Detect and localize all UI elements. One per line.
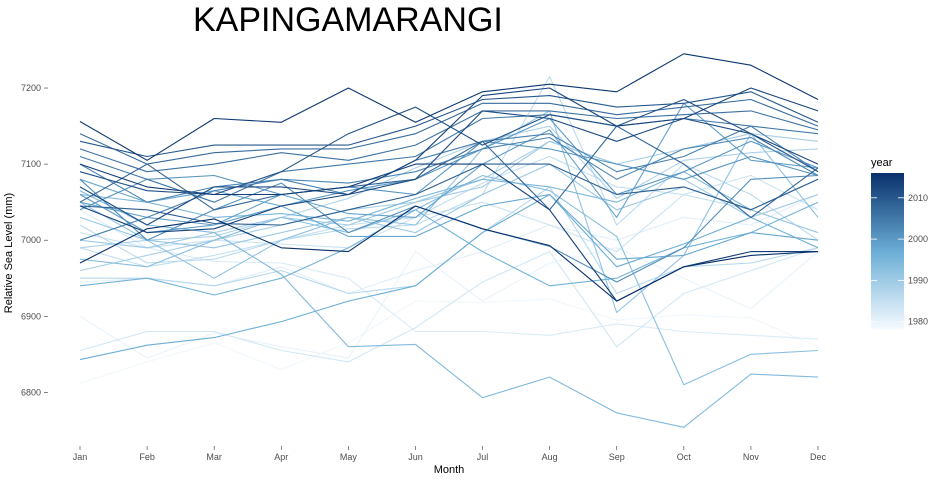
series-line-2004 (79, 125, 819, 241)
series-line-2005 (79, 114, 819, 203)
series-line-2001 (79, 140, 819, 211)
y-tick-label: 7000 (21, 235, 41, 245)
x-tick-label: Apr (274, 452, 288, 462)
series-line-1997 (79, 193, 819, 361)
series-line-1990 (79, 140, 819, 249)
series-line-1988 (79, 125, 819, 249)
x-tick-label: Jun (408, 452, 423, 462)
chart-title: KAPINGAMARANGI (193, 1, 503, 39)
x-tick-label: Dec (810, 452, 827, 462)
series-line-1998 (79, 178, 819, 260)
series-line-1986 (79, 76, 819, 264)
series-line-1999 (79, 102, 819, 226)
x-tick-label: Mar (206, 452, 222, 462)
series-line-2016 (79, 205, 819, 302)
series-line-2015 (79, 53, 819, 161)
series-line-1979 (79, 298, 819, 384)
color-legend: year 1980 1990 2000 2010 (871, 157, 928, 330)
y-tick-label: 6800 (21, 387, 41, 397)
x-tick-label: Jul (477, 452, 489, 462)
series-line-2008 (79, 125, 819, 218)
x-tick-label: Jan (73, 452, 88, 462)
series-line-1992 (79, 110, 819, 314)
legend-tick-label: 1980 (908, 317, 928, 327)
x-tick-label: Sep (609, 452, 625, 462)
series-line-1987 (80, 186, 819, 295)
legend-tick-label: 2000 (908, 234, 928, 244)
series-line-1980 (79, 247, 819, 359)
series-line-2006 (79, 110, 819, 173)
series-lines (79, 53, 819, 428)
series-line-1994 (79, 190, 819, 428)
series-line-2013 (79, 87, 819, 234)
series-line-2010 (79, 91, 819, 158)
legend-title: year (871, 157, 893, 169)
y-axis-title: Relative Sea Level (mm) (3, 193, 15, 313)
x-tick-label: Nov (743, 452, 760, 462)
x-tick-label: May (340, 452, 358, 462)
legend-colorbar (871, 173, 904, 330)
x-axis: Jan Feb Mar Apr May Jun Jul Aug Sep Oct Nov Dec (73, 446, 827, 462)
legend-ticks: 1980 1990 2000 2010 (871, 193, 928, 327)
series-line-1985 (79, 155, 819, 268)
series-line-2014 (79, 163, 818, 302)
y-tick-label: 6900 (21, 311, 41, 321)
y-tick-label: 7200 (21, 83, 41, 93)
x-axis-title: Month (434, 464, 465, 476)
y-axis: 6800 6900 7000 7100 7200 (21, 83, 48, 397)
x-tick-label: Feb (139, 452, 155, 462)
series-line-1996 (79, 201, 819, 296)
series-line-1983 (79, 247, 819, 363)
series-line-2000 (79, 117, 819, 234)
x-tick-label: Aug (542, 452, 558, 462)
series-line-2007 (79, 98, 819, 165)
legend-tick-label: 1990 (908, 275, 928, 285)
y-tick-label: 7100 (21, 159, 41, 169)
series-line-1993 (79, 174, 819, 386)
series-line-1982 (79, 209, 819, 340)
legend-tick-label: 2010 (908, 193, 928, 203)
series-line-2009 (79, 163, 819, 226)
x-tick-label: Oct (677, 452, 692, 462)
